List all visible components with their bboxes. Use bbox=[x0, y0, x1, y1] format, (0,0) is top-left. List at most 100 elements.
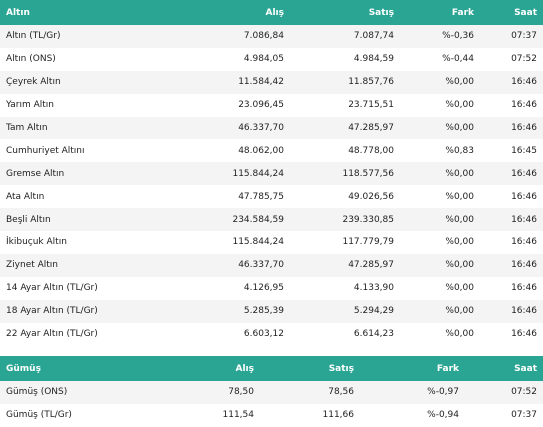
gold-name-cell[interactable]: Çeyrek Altın bbox=[0, 70, 140, 94]
gold-name-cell[interactable]: Beşli Altın bbox=[0, 208, 140, 232]
silver-header-buy[interactable]: Alış bbox=[120, 356, 260, 381]
gold-time-cell: 16:46 bbox=[480, 93, 543, 117]
gold-name-cell[interactable]: 22 Ayar Altın (TL/Gr) bbox=[0, 322, 140, 346]
gold-sell-price-cell: 47.285,97 bbox=[290, 253, 400, 277]
gold-buy-price-cell: 6.603,12 bbox=[140, 322, 290, 346]
gold-header-name[interactable]: Altın bbox=[0, 0, 140, 25]
gold-table-row: Cumhuriyet Altını 48.062,00 48.778,00 %0,83… bbox=[0, 139, 543, 163]
silver-sell-price-cell: 78,56 bbox=[260, 381, 360, 404]
gold-buy-price-cell: 46.337,70 bbox=[140, 116, 290, 140]
silver-header-name[interactable]: Gümüş bbox=[0, 356, 120, 381]
gold-table-row: Tam Altın 46.337,70 47.285,97 %0,00 16:46 bbox=[0, 116, 543, 140]
gold-time-cell: 16:46 bbox=[480, 299, 543, 323]
gold-change-cell: %0,00 bbox=[400, 162, 480, 186]
gold-change-cell: %0,83 bbox=[400, 139, 480, 163]
gold-buy-price-cell: 47.785,75 bbox=[140, 185, 290, 209]
gold-time-cell: 16:46 bbox=[480, 231, 543, 254]
gold-name-cell[interactable]: Cumhuriyet Altını bbox=[0, 139, 140, 163]
gold-sell-price-cell: 118.577,56 bbox=[290, 162, 400, 186]
gold-buy-price-cell: 5.285,39 bbox=[140, 299, 290, 323]
gold-header-buy[interactable]: Alış bbox=[140, 0, 290, 25]
silver-sell-price-cell: 111,66 bbox=[260, 403, 360, 427]
gold-name-cell[interactable]: Ata Altın bbox=[0, 185, 140, 209]
gold-name-cell[interactable]: Yarım Altın bbox=[0, 93, 140, 117]
gold-buy-price-cell: 46.337,70 bbox=[140, 253, 290, 277]
silver-change-cell: %-0,97 bbox=[360, 381, 465, 404]
gold-change-cell: %0,00 bbox=[400, 185, 480, 209]
gold-sell-price-cell: 239.330,85 bbox=[290, 208, 400, 232]
gold-sell-price-cell: 47.285,97 bbox=[290, 116, 400, 140]
silver-buy-price-cell: 78,50 bbox=[120, 381, 260, 404]
gold-buy-price-cell: 115.844,24 bbox=[140, 162, 290, 186]
gold-buy-price-cell: 48.062,00 bbox=[140, 139, 290, 163]
gold-table-row: Ziynet Altın 46.337,70 47.285,97 %0,00 16:46 bbox=[0, 253, 543, 277]
gold-header-time[interactable]: Saat bbox=[480, 0, 543, 25]
gold-change-cell: %0,00 bbox=[400, 322, 480, 346]
gold-buy-price-cell: 11.584,42 bbox=[140, 70, 290, 94]
table-separator bbox=[0, 343, 543, 356]
gold-buy-price-cell: 7.086,84 bbox=[140, 25, 290, 48]
gold-time-cell: 16:46 bbox=[480, 116, 543, 140]
gold-table-row: Beşli Altın 234.584,59 239.330,85 %0,00 16:4… bbox=[0, 208, 543, 232]
silver-name-cell[interactable]: Gümüş (ONS) bbox=[0, 381, 120, 404]
gold-sell-price-cell: 4.133,90 bbox=[290, 276, 400, 300]
silver-table-row: Gümüş (TL/Gr) 111,54 111,66 %-0,94 07:37 bbox=[0, 403, 543, 427]
gold-header-row: Altın Alış Satış Fark Saat bbox=[0, 0, 543, 25]
gold-name-cell[interactable]: Altın (ONS) bbox=[0, 47, 140, 71]
gold-change-cell: %0,00 bbox=[400, 116, 480, 140]
gold-name-cell[interactable]: Gremse Altın bbox=[0, 162, 140, 186]
gold-sell-price-cell: 6.614,23 bbox=[290, 322, 400, 346]
silver-header-sell[interactable]: Satış bbox=[260, 356, 360, 381]
gold-name-cell[interactable]: Ziynet Altın bbox=[0, 253, 140, 277]
gold-time-cell: 07:37 bbox=[480, 25, 543, 48]
gold-sell-price-cell: 4.984,59 bbox=[290, 47, 400, 71]
gold-change-cell: %0,00 bbox=[400, 70, 480, 94]
gold-table-row: Altın (ONS) 4.984,05 4.984,59 %-0,44 07:52 bbox=[0, 47, 543, 71]
gold-change-cell: %-0,44 bbox=[400, 47, 480, 71]
gold-time-cell: 16:46 bbox=[480, 276, 543, 300]
gold-table-row: Çeyrek Altın 11.584,42 11.857,76 %0,00 16:46 bbox=[0, 70, 543, 94]
gold-time-cell: 16:46 bbox=[480, 185, 543, 209]
silver-time-cell: 07:37 bbox=[465, 403, 543, 427]
gold-name-cell[interactable]: Tam Altın bbox=[0, 116, 140, 140]
gold-time-cell: 16:46 bbox=[480, 70, 543, 94]
silver-header-change[interactable]: Fark bbox=[360, 356, 465, 381]
gold-table-body: Altın (TL/Gr) 7.086,84 7.087,74 %-0,36 07:37… bbox=[0, 25, 543, 346]
gold-sell-price-cell: 23.715,51 bbox=[290, 93, 400, 117]
gold-header-sell[interactable]: Satış bbox=[290, 0, 400, 25]
gold-buy-price-cell: 234.584,59 bbox=[140, 208, 290, 232]
silver-header-time[interactable]: Saat bbox=[465, 356, 543, 381]
gold-sell-price-cell: 11.857,76 bbox=[290, 70, 400, 94]
gold-change-cell: %-0,36 bbox=[400, 25, 480, 48]
gold-sell-price-cell: 7.087,74 bbox=[290, 25, 400, 48]
gold-prices-table: Altın Alış Satış Fark Saat Altın (TL/Gr)… bbox=[0, 0, 543, 346]
gold-change-cell: %0,00 bbox=[400, 208, 480, 232]
gold-change-cell: %0,00 bbox=[400, 93, 480, 117]
gold-sell-price-cell: 48.778,00 bbox=[290, 139, 400, 163]
gold-table-row: 14 Ayar Altın (TL/Gr) 4.126,95 4.133,90 %0,… bbox=[0, 276, 543, 300]
silver-change-cell: %-0,94 bbox=[360, 403, 465, 427]
gold-name-cell[interactable]: 18 Ayar Altın (TL/Gr) bbox=[0, 299, 140, 323]
silver-table-row: Gümüş (ONS) 78,50 78,56 %-0,97 07:52 bbox=[0, 381, 543, 404]
gold-sell-price-cell: 49.026,56 bbox=[290, 185, 400, 209]
gold-change-cell: %0,00 bbox=[400, 299, 480, 323]
gold-sell-price-cell: 117.779,79 bbox=[290, 231, 400, 254]
silver-table-body: Gümüş (ONS) 78,50 78,56 %-0,97 07:52 Gümüş (T… bbox=[0, 381, 543, 427]
silver-prices-table: Gümüş Alış Satış Fark Saat Gümüş (ONS) 78… bbox=[0, 356, 543, 427]
gold-table-row: Gremse Altın 115.844,24 118.577,56 %0,00 16:… bbox=[0, 162, 543, 186]
gold-change-cell: %0,00 bbox=[400, 253, 480, 277]
gold-time-cell: 16:46 bbox=[480, 253, 543, 277]
gold-table-row: 22 Ayar Altın (TL/Gr) 6.603,12 6.614,23 %0,… bbox=[0, 322, 543, 346]
gold-name-cell[interactable]: 14 Ayar Altın (TL/Gr) bbox=[0, 276, 140, 300]
gold-header-change[interactable]: Fark bbox=[400, 0, 480, 25]
gold-buy-price-cell: 115.844,24 bbox=[140, 231, 290, 254]
silver-name-cell[interactable]: Gümüş (TL/Gr) bbox=[0, 403, 120, 427]
gold-time-cell: 16:46 bbox=[480, 208, 543, 232]
gold-name-cell[interactable]: Altın (TL/Gr) bbox=[0, 25, 140, 48]
gold-name-cell[interactable]: İkibuçuk Altın bbox=[0, 231, 140, 254]
gold-table-row: Altın (TL/Gr) 7.086,84 7.087,74 %-0,36 07:37 bbox=[0, 25, 543, 48]
gold-change-cell: %0,00 bbox=[400, 231, 480, 254]
gold-sell-price-cell: 5.294,29 bbox=[290, 299, 400, 323]
gold-buy-price-cell: 4.126,95 bbox=[140, 276, 290, 300]
gold-time-cell: 16:45 bbox=[480, 139, 543, 163]
